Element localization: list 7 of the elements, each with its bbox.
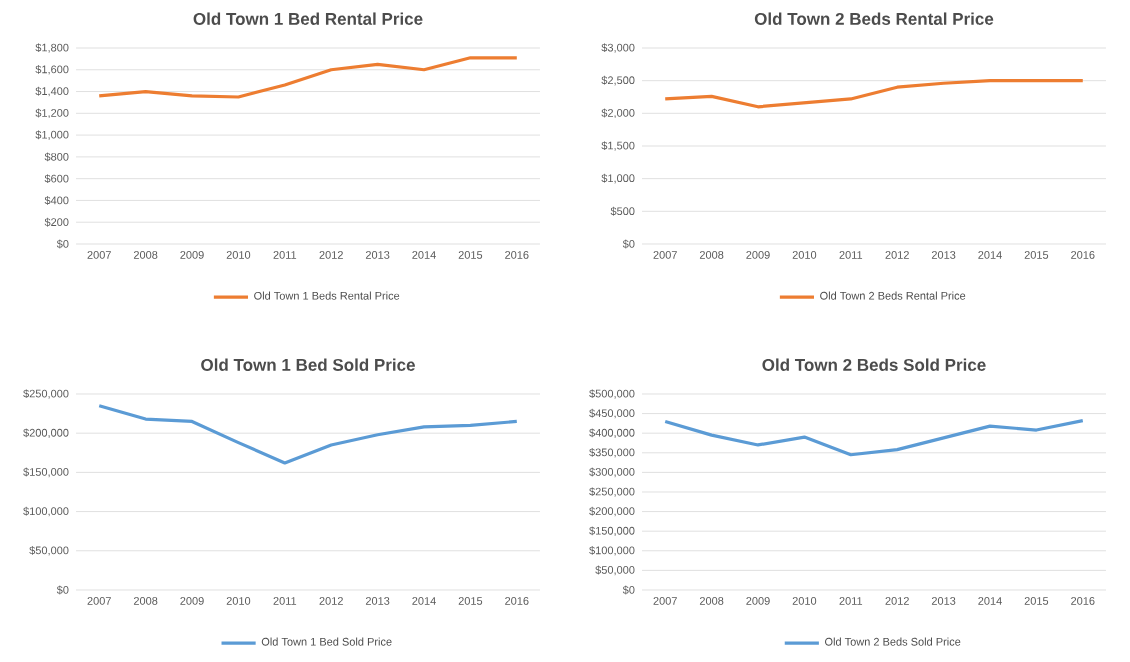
chart-title: Old Town 1 Bed Sold Price (201, 358, 415, 371)
chart-title: Old Town 2 Beds Sold Price (762, 358, 986, 371)
line-series (97, 56, 519, 99)
line-series (663, 419, 1085, 457)
chart-title: Old Town 1 Bed Rental Price (193, 12, 423, 25)
line-series (97, 404, 519, 465)
chart-title: Old Town 2 Beds Rental Price (754, 12, 994, 25)
